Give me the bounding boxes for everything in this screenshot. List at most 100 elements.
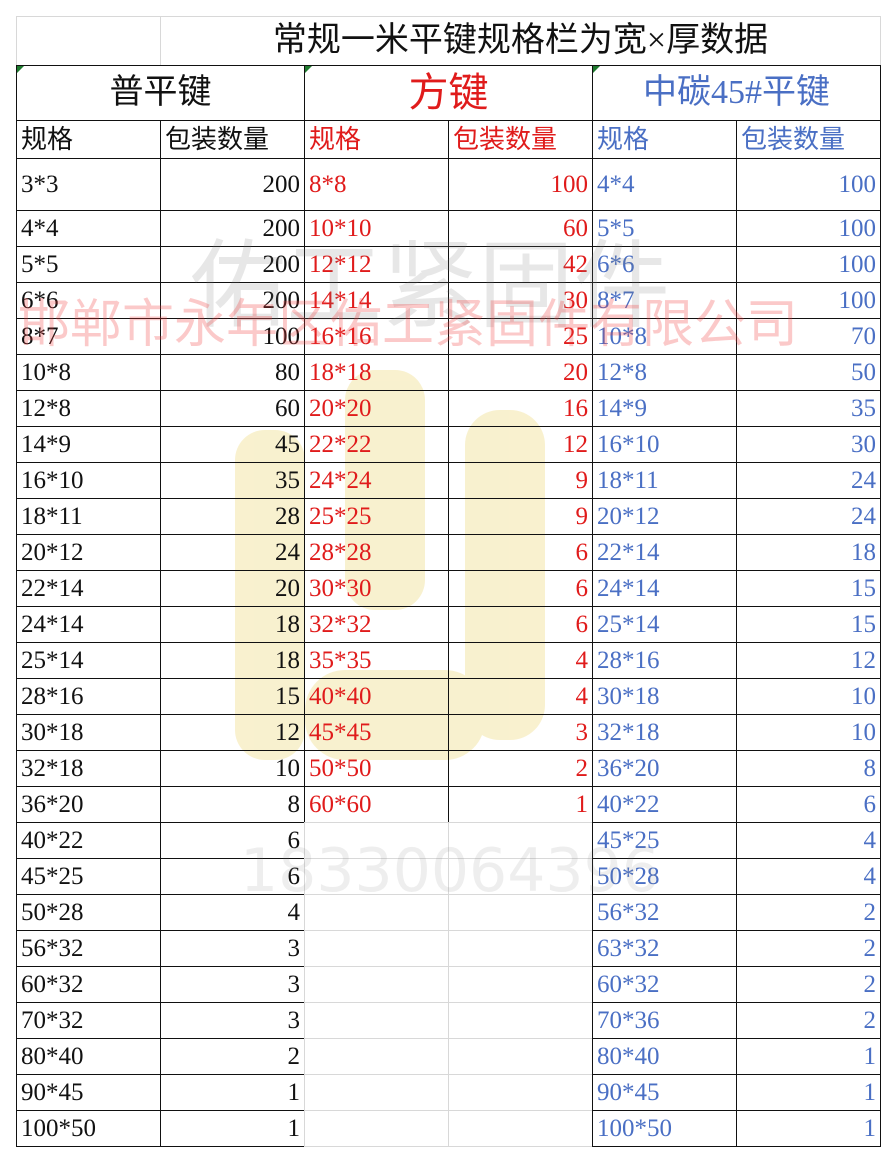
empty-cell[interactable] (448, 1002, 593, 1039)
spec-cell[interactable]: 50*28 (592, 858, 737, 895)
spec-cell[interactable]: 80*40 (16, 1038, 161, 1075)
spec-cell[interactable]: 28*16 (16, 678, 161, 715)
spec-cell[interactable]: 10*8 (592, 318, 737, 355)
qty-cell[interactable]: 8 (736, 750, 881, 787)
qty-cell[interactable]: 15 (160, 678, 305, 715)
spec-cell[interactable]: 32*18 (592, 714, 737, 751)
spec-cell[interactable]: 30*18 (16, 714, 161, 751)
qty-cell[interactable]: 28 (160, 498, 305, 535)
spec-cell[interactable]: 80*40 (592, 1038, 737, 1075)
spec-cell[interactable]: 16*10 (592, 426, 737, 463)
spec-cell[interactable]: 25*14 (16, 642, 161, 679)
qty-cell[interactable]: 30 (736, 426, 881, 463)
spec-cell[interactable]: 18*11 (16, 498, 161, 535)
empty-cell[interactable] (448, 822, 593, 859)
qty-cell[interactable]: 24 (736, 462, 881, 499)
spec-cell[interactable]: 22*14 (16, 570, 161, 607)
spec-cell[interactable]: 12*12 (304, 246, 449, 283)
spec-cell[interactable]: 24*14 (592, 570, 737, 607)
spec-cell[interactable]: 3*3 (16, 158, 161, 211)
spec-cell[interactable]: 60*60 (304, 786, 449, 823)
qty-cell[interactable]: 100 (160, 318, 305, 355)
empty-cell[interactable] (448, 966, 593, 1003)
spec-cell[interactable]: 25*14 (592, 606, 737, 643)
qty-cell[interactable]: 4 (736, 822, 881, 859)
spec-cell[interactable]: 12*8 (16, 390, 161, 427)
qty-cell[interactable]: 3 (160, 930, 305, 967)
spec-cell[interactable]: 45*25 (592, 822, 737, 859)
spec-cell[interactable]: 12*8 (592, 354, 737, 391)
qty-cell[interactable]: 18 (736, 534, 881, 571)
qty-cell[interactable]: 2 (448, 750, 593, 787)
qty-cell[interactable]: 18 (160, 642, 305, 679)
spec-cell[interactable]: 14*9 (592, 390, 737, 427)
qty-cell[interactable]: 9 (448, 498, 593, 535)
spec-cell[interactable]: 40*22 (16, 822, 161, 859)
qty-cell[interactable]: 35 (736, 390, 881, 427)
qty-cell[interactable]: 1 (736, 1038, 881, 1075)
qty-cell[interactable]: 4 (448, 678, 593, 715)
spec-cell[interactable]: 40*22 (592, 786, 737, 823)
empty-cell[interactable] (304, 930, 449, 967)
qty-cell[interactable]: 100 (736, 282, 881, 319)
qty-cell[interactable]: 200 (160, 246, 305, 283)
spec-cell[interactable]: 30*30 (304, 570, 449, 607)
qty-cell[interactable]: 100 (736, 210, 881, 247)
spec-cell[interactable]: 22*22 (304, 426, 449, 463)
empty-cell[interactable] (448, 858, 593, 895)
spec-cell[interactable]: 56*32 (16, 930, 161, 967)
spec-cell[interactable]: 6*6 (16, 282, 161, 319)
column-header-spec[interactable]: 规格 (304, 120, 449, 159)
empty-cell[interactable] (448, 1038, 593, 1075)
spec-cell[interactable]: 16*10 (16, 462, 161, 499)
spec-cell[interactable]: 50*28 (16, 894, 161, 931)
empty-cell[interactable] (448, 894, 593, 931)
spec-cell[interactable]: 4*4 (592, 158, 737, 211)
spec-cell[interactable]: 28*16 (592, 642, 737, 679)
qty-cell[interactable]: 10 (736, 714, 881, 751)
spec-cell[interactable]: 16*16 (304, 318, 449, 355)
spec-cell[interactable]: 30*18 (592, 678, 737, 715)
spec-cell[interactable]: 8*7 (592, 282, 737, 319)
qty-cell[interactable]: 100 (448, 158, 593, 211)
qty-cell[interactable]: 70 (736, 318, 881, 355)
spec-cell[interactable]: 100*50 (592, 1110, 737, 1147)
qty-cell[interactable]: 6 (448, 606, 593, 643)
qty-cell[interactable]: 100 (736, 246, 881, 283)
qty-cell[interactable]: 1 (448, 786, 593, 823)
qty-cell[interactable]: 6 (160, 858, 305, 895)
qty-cell[interactable]: 35 (160, 462, 305, 499)
qty-cell[interactable]: 12 (736, 642, 881, 679)
qty-cell[interactable]: 30 (448, 282, 593, 319)
qty-cell[interactable]: 2 (160, 1038, 305, 1075)
empty-cell[interactable] (304, 822, 449, 859)
spec-cell[interactable]: 18*18 (304, 354, 449, 391)
qty-cell[interactable]: 15 (736, 606, 881, 643)
qty-cell[interactable]: 3 (160, 966, 305, 1003)
qty-cell[interactable]: 9 (448, 462, 593, 499)
spec-cell[interactable]: 5*5 (16, 246, 161, 283)
spec-cell[interactable]: 4*4 (16, 210, 161, 247)
spec-cell[interactable]: 45*25 (16, 858, 161, 895)
empty-cell[interactable] (304, 1038, 449, 1075)
qty-cell[interactable]: 16 (448, 390, 593, 427)
qty-cell[interactable]: 2 (736, 894, 881, 931)
spec-cell[interactable]: 60*32 (592, 966, 737, 1003)
qty-cell[interactable]: 10 (736, 678, 881, 715)
qty-cell[interactable]: 4 (160, 894, 305, 931)
qty-cell[interactable]: 25 (448, 318, 593, 355)
qty-cell[interactable]: 3 (160, 1002, 305, 1039)
qty-cell[interactable]: 12 (160, 714, 305, 751)
empty-cell[interactable] (448, 930, 593, 967)
qty-cell[interactable]: 200 (160, 282, 305, 319)
qty-cell[interactable]: 2 (736, 1002, 881, 1039)
qty-cell[interactable]: 1 (736, 1074, 881, 1111)
spec-cell[interactable]: 20*12 (16, 534, 161, 571)
qty-cell[interactable]: 1 (160, 1074, 305, 1111)
qty-cell[interactable]: 100 (736, 158, 881, 211)
qty-cell[interactable]: 10 (160, 750, 305, 787)
section-header[interactable]: 普平键 (16, 65, 305, 121)
section-header[interactable]: 中碳45#平键 (592, 65, 881, 121)
empty-cell[interactable] (304, 894, 449, 931)
spec-cell[interactable]: 45*45 (304, 714, 449, 751)
